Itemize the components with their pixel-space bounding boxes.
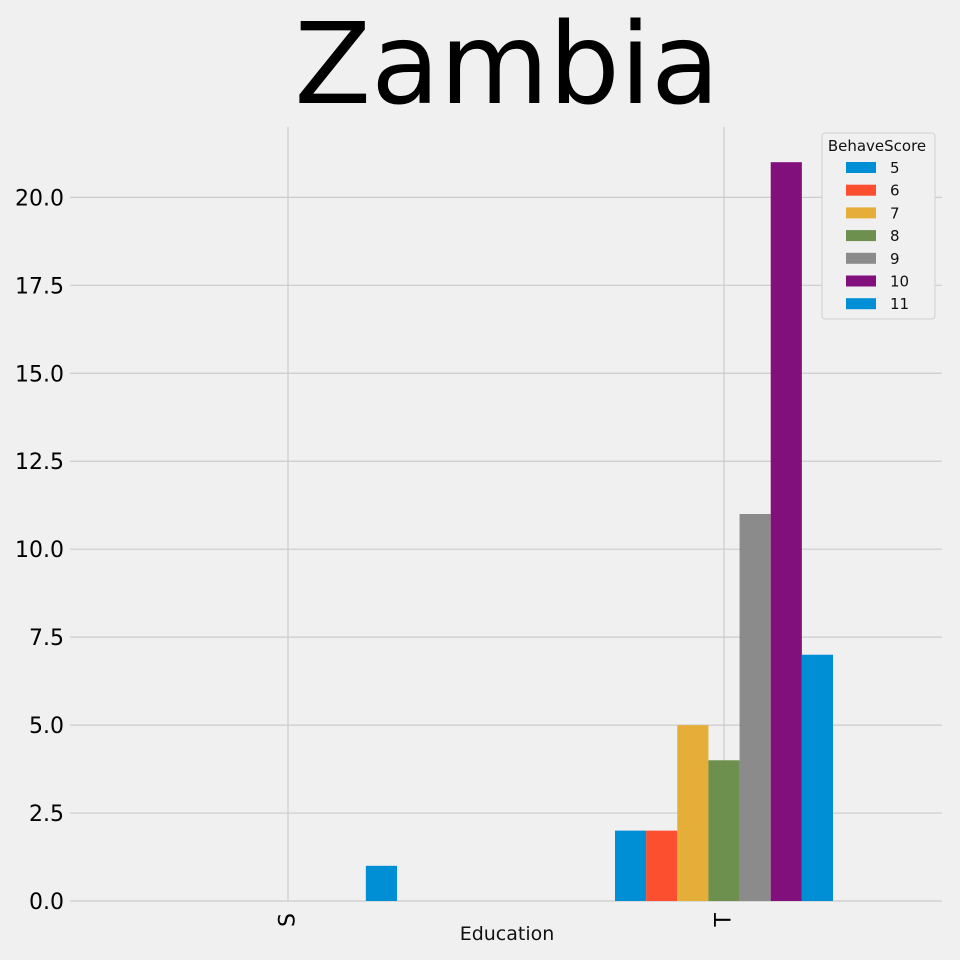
y-tick-label: 12.5: [15, 450, 64, 475]
y-tick-label: 10.0: [15, 538, 64, 563]
bar-9-T: [739, 514, 771, 901]
legend-label-10: 10: [890, 273, 909, 291]
bar-10-T: [770, 162, 802, 901]
bar-11-S: [365, 865, 397, 901]
bars: [365, 162, 833, 901]
legend-label-6: 6: [890, 182, 900, 200]
legend-label-5: 5: [890, 159, 900, 177]
legend-swatch-7: [846, 207, 876, 219]
legend-label-8: 8: [890, 227, 900, 245]
legend-swatch-10: [846, 275, 876, 287]
x-tick-label: S: [276, 913, 301, 927]
legend-label-7: 7: [890, 204, 900, 222]
legend-box: [821, 132, 936, 320]
bar-6-T: [646, 830, 678, 901]
legend-label-11: 11: [890, 295, 909, 313]
legend-swatch-6: [846, 184, 876, 196]
legend-items: 5 6 7 8 9 10 11: [846, 159, 909, 313]
chart-title: Zambia: [294, 0, 719, 130]
bar-8-T: [708, 760, 740, 901]
legend-title: BehaveScore: [828, 137, 926, 155]
legend-swatch-5: [846, 162, 876, 173]
bar-11-T: [801, 654, 833, 901]
legend-swatch-8: [846, 230, 876, 242]
y-tick-label: 17.5: [15, 274, 64, 299]
y-tick-label: 20.0: [15, 186, 64, 211]
grid-lines: [70, 127, 942, 902]
legend-swatch-9: [846, 252, 876, 264]
bar-5-T: [615, 830, 647, 901]
y-tick-label: 15.0: [15, 362, 64, 387]
y-tick-label: 7.5: [29, 626, 64, 651]
y-tick-label: 2.5: [29, 802, 64, 827]
legend-label-9: 9: [890, 250, 900, 268]
bar-7-T: [677, 725, 709, 901]
y-tick-label: 0.0: [29, 890, 64, 915]
x-tick-label: T: [712, 912, 737, 927]
y-tick-label: 5.0: [29, 714, 64, 739]
x-axis-label: Education: [460, 923, 555, 945]
legend-swatch-11: [846, 298, 876, 310]
legend: BehaveScore 5 6 7 8 9 10 11: [821, 132, 936, 320]
y-axis-ticks: 0.0 2.5 5.0 7.5 10.0 12.5 15.0 17.5 20.0: [15, 186, 64, 915]
